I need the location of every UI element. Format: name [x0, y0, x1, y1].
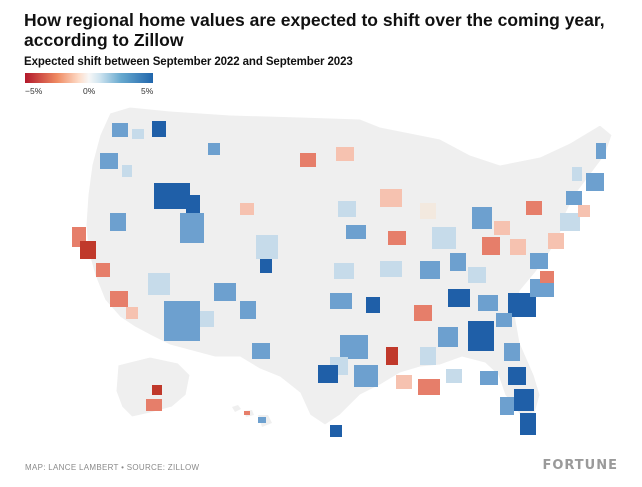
region-jackson [420, 347, 436, 365]
hawaii-island-1 [232, 405, 241, 412]
region-san-francisco [80, 241, 96, 259]
region-baton-rouge [396, 375, 412, 389]
region-new-orleans [418, 379, 440, 395]
region-cleveland [494, 221, 510, 235]
region-boston [586, 173, 604, 191]
region-honolulu [258, 417, 266, 423]
region-colorado-springs [260, 259, 272, 273]
region-los-angeles [110, 291, 128, 307]
region-fairbanks [152, 385, 162, 395]
region-phoenix [164, 301, 200, 341]
region-houston [354, 365, 378, 387]
region-portland-me [596, 143, 606, 159]
region-cincinnati [468, 267, 486, 283]
region-cheyenne [240, 203, 254, 215]
region-provo [186, 195, 200, 213]
region-greenville [496, 313, 512, 327]
region-philadelphia [548, 233, 564, 249]
region-tallahassee [480, 371, 498, 385]
footer-brand-logo: FORTUNE [542, 458, 618, 473]
region-portland [100, 153, 118, 169]
legend-max-label: 5% [141, 86, 154, 96]
region-des-moines [388, 231, 406, 245]
region-savannah [504, 343, 520, 361]
region-shreveport [386, 347, 398, 365]
region-new-york [560, 213, 580, 231]
legend-mid-label: 0% [83, 86, 96, 96]
region-flagstaff [214, 283, 236, 301]
region-detroit [472, 207, 492, 229]
region-oklahoma-city [330, 293, 352, 309]
region-dallas [340, 335, 368, 359]
region-st-louis [420, 261, 440, 279]
region-hartford [578, 205, 590, 217]
region-tulsa [366, 297, 380, 313]
region-birmingham [438, 327, 458, 347]
region-tampa [500, 397, 514, 415]
region-buffalo [526, 201, 542, 215]
region-boise [154, 183, 190, 209]
legend-min-label: −5% [25, 86, 43, 96]
footer-source: MAP: LANCE LAMBERT • SOURCE: ZILLOW [25, 463, 200, 472]
region-burlington [572, 167, 582, 181]
region-el-paso [252, 343, 270, 359]
region-kansas-city [380, 261, 402, 277]
region-raleigh [530, 279, 554, 297]
region-las-vegas [148, 273, 170, 295]
region-atlanta [468, 321, 494, 351]
region-albany [566, 191, 582, 205]
us-map [72, 106, 613, 437]
region-spokane [152, 121, 166, 137]
region-washington-dc [530, 253, 548, 269]
region-minneapolis [380, 189, 402, 207]
region-columbus [482, 237, 500, 255]
region-pittsburgh [510, 239, 526, 255]
region-jacksonville [508, 367, 526, 385]
region-knoxville [478, 295, 498, 311]
region-mobile [446, 369, 462, 383]
region-denver [256, 235, 278, 259]
region-anchorage [146, 399, 162, 411]
region-wa-central [132, 129, 144, 139]
region-fargo [336, 147, 354, 161]
region-miami [520, 413, 536, 435]
region-sioux-falls [338, 201, 356, 217]
region-seattle [112, 123, 128, 137]
region-chicago [432, 227, 456, 249]
region-kahului [244, 411, 250, 415]
region-fresno [96, 263, 110, 277]
region-wichita [334, 263, 354, 279]
region-omaha [346, 225, 366, 239]
region-albuquerque [240, 301, 256, 319]
region-memphis [414, 305, 432, 321]
region-tucson [200, 311, 214, 327]
chart-title: How regional home values are expected to… [24, 10, 605, 50]
region-indianapolis [450, 253, 466, 271]
region-missoula [208, 143, 220, 155]
region-nashville [448, 289, 470, 307]
region-bend [122, 165, 132, 177]
region-san-diego [126, 307, 138, 319]
region-corpus-christi [330, 425, 342, 437]
legend-gradient [25, 73, 153, 83]
chart-subtitle: Expected shift between September 2022 an… [24, 56, 353, 68]
color-legend: −5% 0% 5% [25, 73, 155, 97]
region-reno [110, 213, 126, 231]
region-madison [420, 203, 436, 219]
region-orlando [514, 389, 534, 411]
region-san-antonio [318, 365, 338, 383]
region-salt-lake-city [180, 213, 204, 243]
region-minot [300, 153, 316, 167]
region-richmond [540, 271, 554, 283]
